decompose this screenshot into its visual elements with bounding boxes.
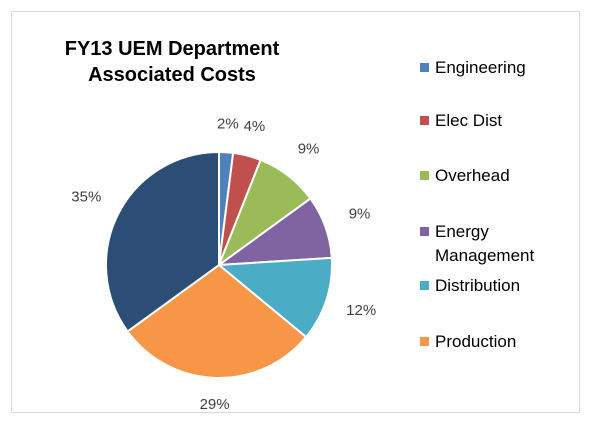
data-label: 2% xyxy=(217,116,239,133)
chart-title: FY13 UEM Department Associated Costs xyxy=(64,38,280,86)
legend-swatch xyxy=(420,227,429,236)
legend-label: Overhead xyxy=(435,166,510,185)
pie-slice xyxy=(105,150,220,333)
pie-slice xyxy=(216,256,333,339)
legend-label: Engineering xyxy=(435,58,526,77)
legend-label: Elec Dist xyxy=(435,111,503,130)
data-label: 4% xyxy=(244,118,266,135)
legend-label: Distribution xyxy=(435,276,521,295)
legend-label: Energy Management xyxy=(435,222,535,265)
legend-swatch xyxy=(420,281,429,290)
legend-swatch xyxy=(420,171,429,180)
legend-item: Energy Management xyxy=(420,220,560,268)
legend-swatch xyxy=(420,116,429,125)
legend-label: Production xyxy=(435,332,517,351)
legend-swatch xyxy=(420,63,429,72)
legend-swatch xyxy=(420,337,429,346)
data-label: 9% xyxy=(349,205,371,222)
data-label: 29% xyxy=(200,396,230,413)
pie-slice xyxy=(126,263,308,379)
legend-item: Production xyxy=(420,330,560,354)
legend-item: Distribution xyxy=(420,274,560,298)
data-label: 12% xyxy=(346,302,376,319)
data-label: 35% xyxy=(71,188,101,205)
legend-item: Elec Dist xyxy=(420,109,560,133)
data-label: 9% xyxy=(298,141,320,158)
chart-border xyxy=(11,11,580,413)
legend-item: Overhead xyxy=(420,164,560,188)
legend-item: Engineering xyxy=(420,56,560,80)
